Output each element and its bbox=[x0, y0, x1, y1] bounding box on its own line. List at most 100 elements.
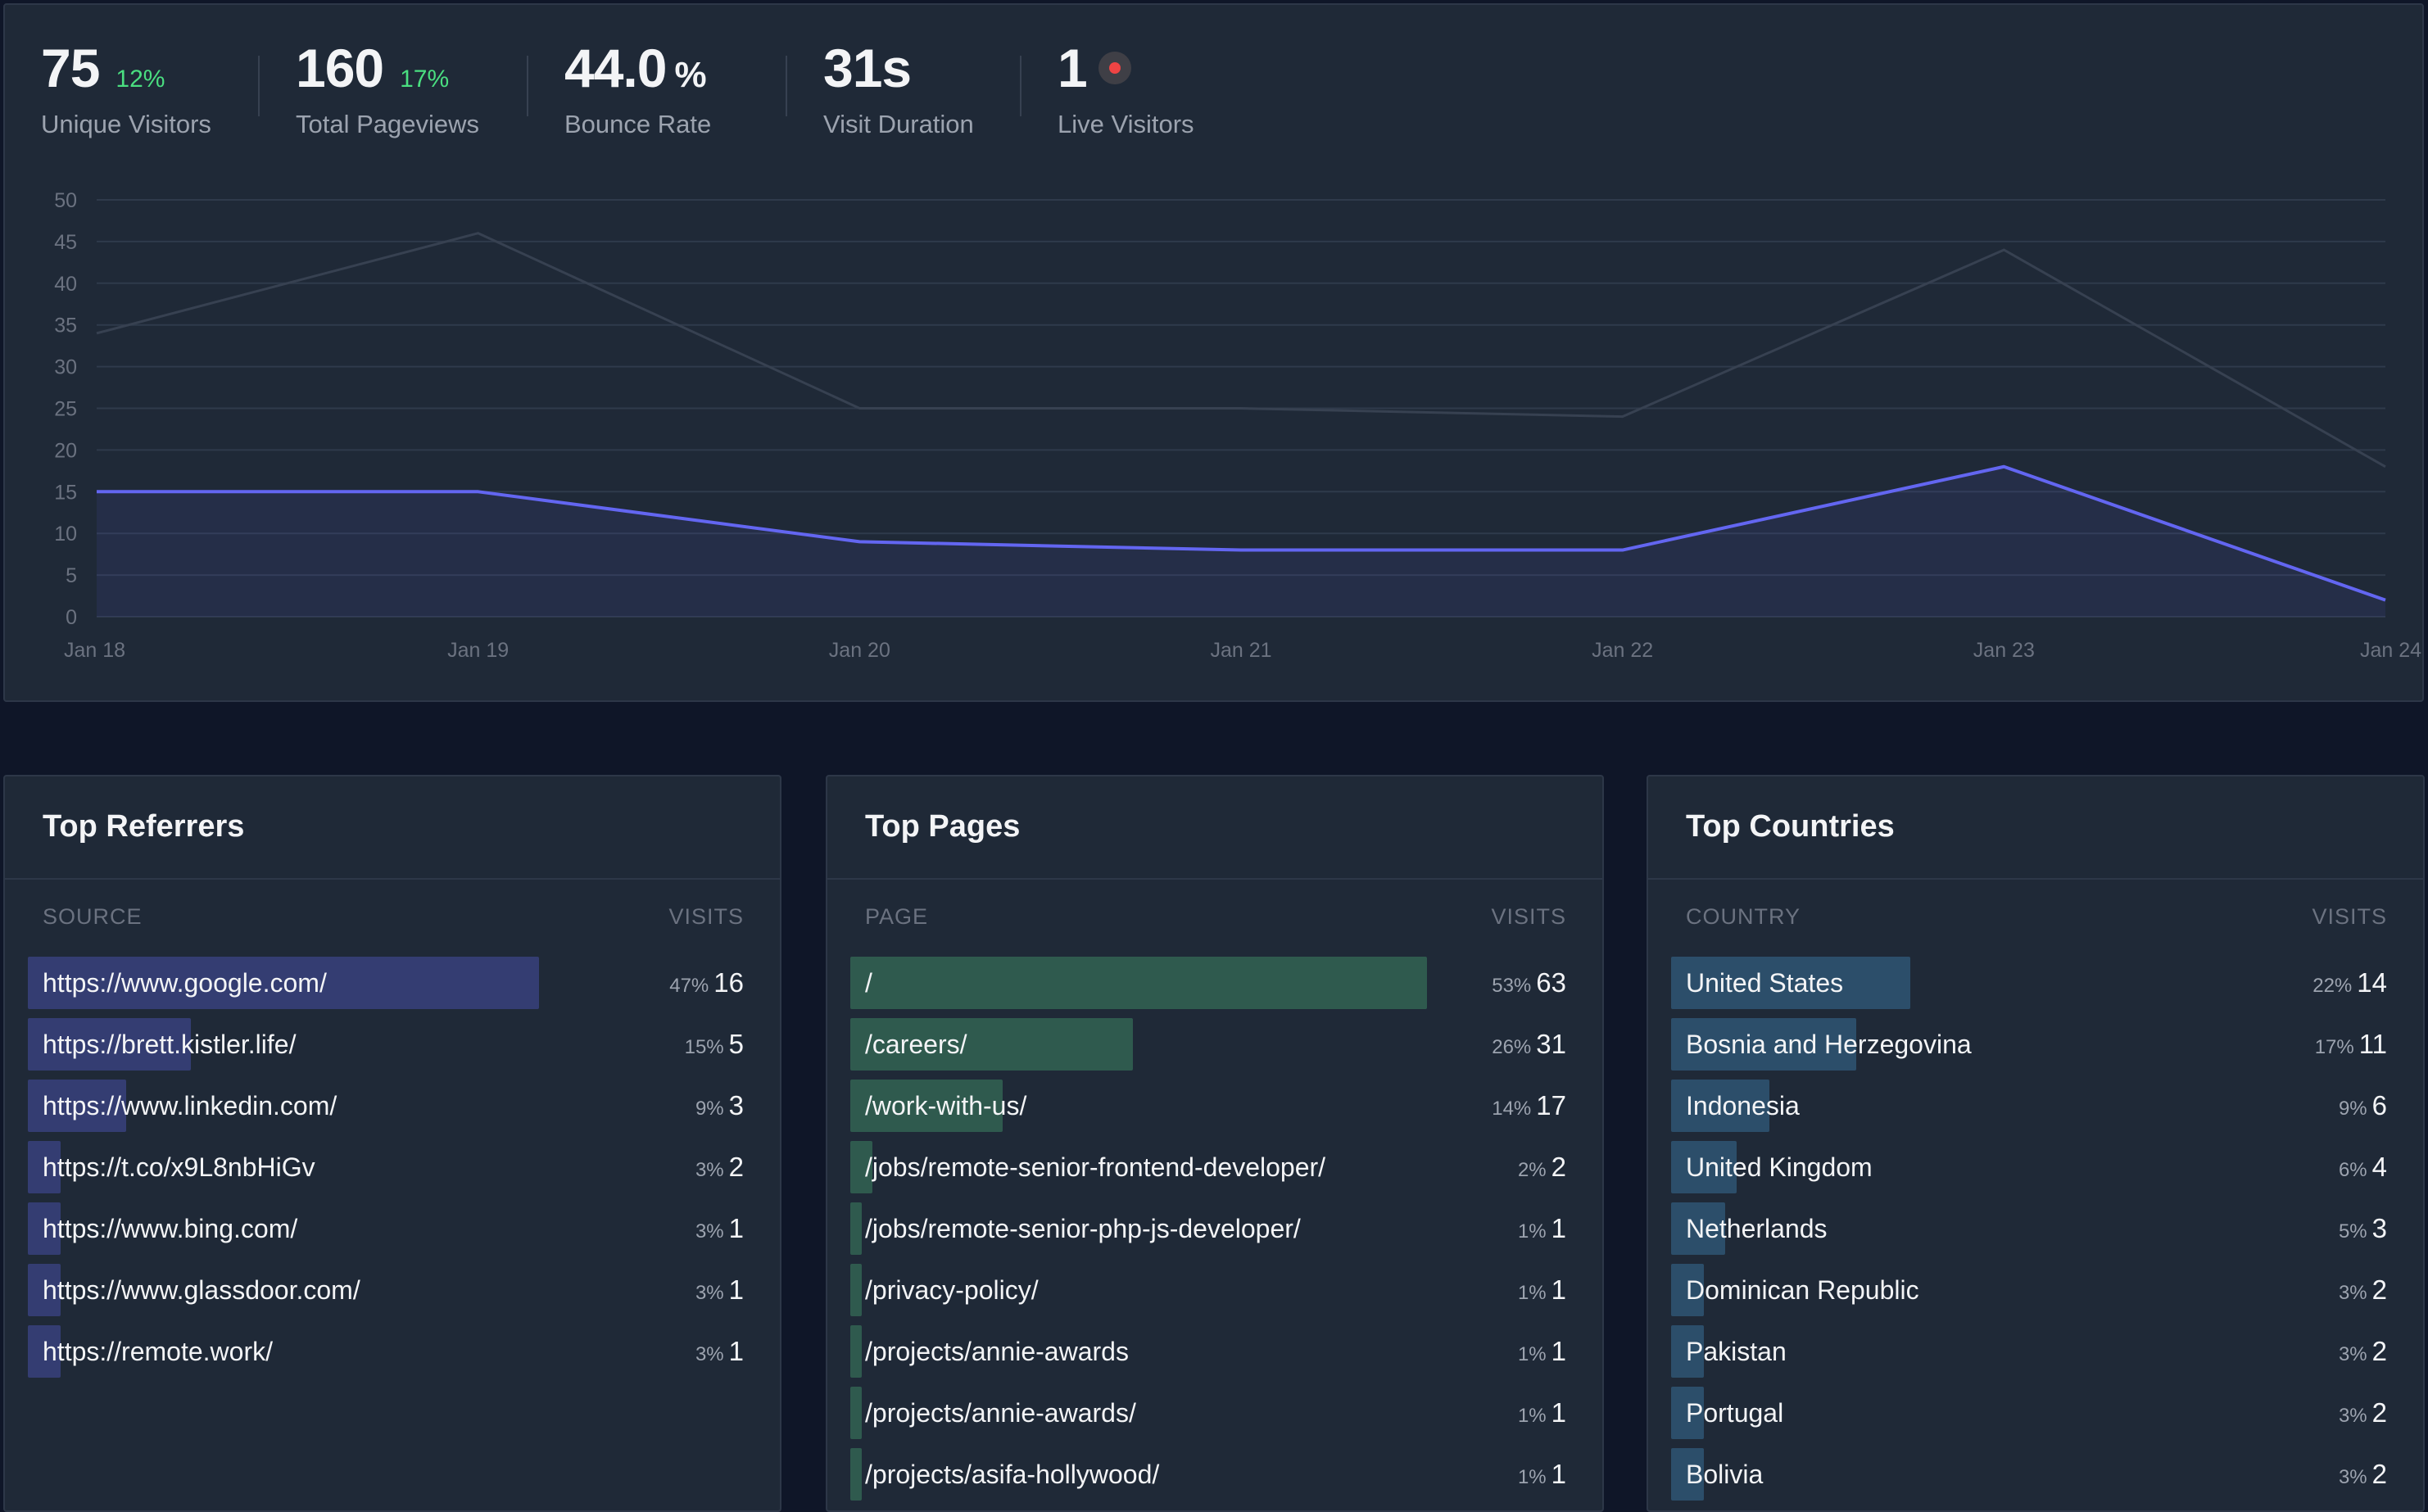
referrer-row[interactable]: https://brett.kistler.life/15% 5 bbox=[28, 1018, 744, 1080]
column-header-visits: VISITS bbox=[1491, 904, 1566, 929]
visits-count: 2 bbox=[2371, 1336, 2387, 1366]
visits-percent: 3% bbox=[695, 1220, 724, 1243]
referrer-label[interactable]: https://www.glassdoor.com/ bbox=[43, 1275, 360, 1305]
page-label[interactable]: /jobs/remote-senior-php-js-developer/ bbox=[865, 1214, 1301, 1243]
stat-divider bbox=[527, 56, 528, 116]
referrer-label[interactable]: https://www.google.com/ bbox=[43, 968, 327, 998]
country-label[interactable]: Netherlands bbox=[1686, 1214, 1828, 1243]
visitors-series-line bbox=[97, 464, 2386, 602]
column-header-visits: VISITS bbox=[668, 904, 744, 929]
y-tick-label: 40 bbox=[54, 273, 77, 296]
visits-cell: 3% 2 bbox=[2339, 1448, 2387, 1501]
stat-bounce-rate[interactable]: 44.0 % Bounce Rate bbox=[564, 31, 786, 139]
referrer-label[interactable]: https://brett.kistler.life/ bbox=[43, 1030, 297, 1059]
visits-cell: 47% 16 bbox=[669, 957, 744, 1009]
page-row[interactable]: /work-with-us/14% 17 bbox=[850, 1080, 1566, 1141]
y-tick-label: 20 bbox=[54, 439, 77, 462]
share-bar bbox=[1671, 1448, 1704, 1501]
x-tick-label: Jan 21 bbox=[1210, 639, 1271, 662]
page-row[interactable]: /projects/asifa-hollywood/1% 1 bbox=[850, 1448, 1566, 1510]
stat-value: 75 bbox=[41, 38, 100, 98]
country-row[interactable]: Dominican Republic 3% 2 bbox=[1671, 1264, 2387, 1325]
country-label[interactable]: Bolivia bbox=[1686, 1460, 1764, 1489]
country-label[interactable]: Bosnia and Herzegovina bbox=[1686, 1030, 1972, 1059]
visits-count: 1 bbox=[1551, 1397, 1566, 1428]
share-bar bbox=[28, 1141, 61, 1193]
page-list: /53% 63/careers/26% 31/work-with-us/14% 17/… bbox=[850, 957, 1566, 1510]
page-label[interactable]: /careers/ bbox=[865, 1030, 967, 1059]
share-bar bbox=[850, 1264, 862, 1316]
visits-count: 2 bbox=[1551, 1152, 1566, 1182]
country-row[interactable]: United Kingdom 6% 4 bbox=[1671, 1141, 2387, 1202]
x-tick-label: Jan 20 bbox=[829, 639, 890, 662]
visits-percent: 1% bbox=[1517, 1220, 1547, 1243]
stat-visit-duration[interactable]: 31s Visit Duration bbox=[823, 31, 1020, 139]
referrer-row[interactable]: https://t.co/x9L8nbHiGv 3% 2 bbox=[28, 1141, 744, 1202]
share-bar bbox=[1671, 1202, 1726, 1255]
referrer-row[interactable]: https://www.google.com/47% 16 bbox=[28, 957, 744, 1018]
visits-percent: 1% bbox=[1517, 1405, 1547, 1427]
country-label[interactable]: Dominican Republic bbox=[1686, 1275, 1919, 1305]
visits-cell: 1% 1 bbox=[1518, 1448, 1566, 1501]
visits-percent: 26% bbox=[1492, 1036, 1532, 1058]
page-row[interactable]: /projects/annie-awards 1% 1 bbox=[850, 1325, 1566, 1387]
country-label[interactable]: United Kingdom bbox=[1686, 1152, 1873, 1182]
stat-total-pageviews[interactable]: 160 17% Total Pageviews bbox=[296, 31, 527, 139]
visits-cell: 17% 11 bbox=[2315, 1018, 2387, 1071]
page-label[interactable]: /projects/annie-awards bbox=[865, 1337, 1129, 1366]
country-label[interactable]: Pakistan bbox=[1686, 1337, 1787, 1366]
referrer-row[interactable]: https://remote.work/3% 1 bbox=[28, 1325, 744, 1387]
share-bar bbox=[850, 1080, 1003, 1132]
page-label[interactable]: /projects/asifa-hollywood/ bbox=[865, 1460, 1160, 1489]
stat-divider bbox=[258, 56, 260, 116]
country-row[interactable]: Pakistan 3% 2 bbox=[1671, 1325, 2387, 1387]
referrer-label[interactable]: https://www.linkedin.com/ bbox=[43, 1091, 337, 1120]
referrer-label[interactable]: https://www.bing.com/ bbox=[43, 1214, 298, 1243]
referrer-row[interactable]: https://www.glassdoor.com/3% 1 bbox=[28, 1264, 744, 1325]
country-row[interactable]: Portugal 3% 2 bbox=[1671, 1387, 2387, 1448]
country-label[interactable]: Portugal bbox=[1686, 1398, 1784, 1428]
visits-cell: 1% 1 bbox=[1518, 1264, 1566, 1316]
country-row[interactable]: Bolivia 3% 2 bbox=[1671, 1448, 2387, 1510]
referrer-row[interactable]: https://www.linkedin.com/9% 3 bbox=[28, 1080, 744, 1141]
country-row[interactable]: Indonesia 9% 6 bbox=[1671, 1080, 2387, 1141]
page-row[interactable]: /jobs/remote-senior-frontend-developer/2… bbox=[850, 1141, 1566, 1202]
share-bar bbox=[1671, 1018, 1856, 1071]
visits-percent: 3% bbox=[2338, 1343, 2367, 1365]
country-row[interactable]: Netherlands 5% 3 bbox=[1671, 1202, 2387, 1264]
page-label[interactable]: / bbox=[865, 968, 872, 998]
visits-percent: 1% bbox=[1517, 1466, 1547, 1488]
referrer-label[interactable]: https://t.co/x9L8nbHiGv bbox=[43, 1152, 315, 1182]
y-tick-label: 5 bbox=[66, 564, 77, 587]
referrer-label[interactable]: https://remote.work/ bbox=[43, 1337, 273, 1366]
page-row[interactable]: /careers/26% 31 bbox=[850, 1018, 1566, 1080]
visits-percent: 3% bbox=[2338, 1282, 2367, 1304]
stat-live-visitors[interactable]: 1 Live Visitors bbox=[1058, 31, 1271, 139]
page-row[interactable]: / 53% 63 bbox=[850, 957, 1566, 1018]
panel-divider bbox=[5, 878, 780, 880]
visits-count: 6 bbox=[2371, 1090, 2387, 1120]
share-bar bbox=[850, 1448, 862, 1501]
page-row[interactable]: /projects/annie-awards/1% 1 bbox=[850, 1387, 1566, 1448]
stat-unique-visitors[interactable]: 75 12% Unique Visitors bbox=[41, 31, 258, 139]
country-label[interactable]: Indonesia bbox=[1686, 1091, 1800, 1120]
page-label[interactable]: /work-with-us/ bbox=[865, 1091, 1027, 1120]
page-row[interactable]: /privacy-policy/1% 1 bbox=[850, 1264, 1566, 1325]
visits-percent: 5% bbox=[2338, 1220, 2367, 1243]
country-row[interactable]: Bosnia and Herzegovina 17% 11 bbox=[1671, 1018, 2387, 1080]
top-countries-panel: Top Countries COUNTRY VISITS United Stat… bbox=[1647, 775, 2425, 1512]
country-row[interactable]: United States 22% 14 bbox=[1671, 957, 2387, 1018]
page-label[interactable]: /projects/annie-awards/ bbox=[865, 1398, 1136, 1428]
visits-count: 14 bbox=[2357, 967, 2387, 998]
stat-value: 31s bbox=[823, 38, 912, 98]
page-label[interactable]: /privacy-policy/ bbox=[865, 1275, 1039, 1305]
referrer-row[interactable]: https://www.bing.com/3% 1 bbox=[28, 1202, 744, 1264]
visits-cell: 3% 1 bbox=[695, 1325, 744, 1378]
page-label[interactable]: /jobs/remote-senior-frontend-developer/ bbox=[865, 1152, 1326, 1182]
visits-cell: 2% 2 bbox=[1518, 1141, 1566, 1193]
top-referrers-panel: Top Referrers SOURCE VISITS https://www.… bbox=[3, 775, 781, 1512]
visits-count: 16 bbox=[713, 967, 744, 998]
country-label[interactable]: United States bbox=[1686, 968, 1844, 998]
visitors-series-area bbox=[97, 466, 2385, 617]
page-row[interactable]: /jobs/remote-senior-php-js-developer/1% 1 bbox=[850, 1202, 1566, 1264]
